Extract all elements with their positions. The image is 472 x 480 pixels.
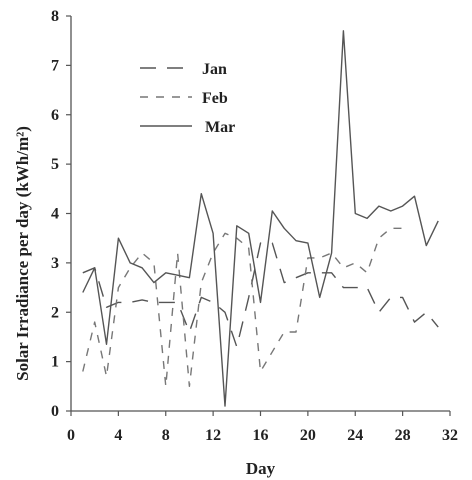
- y-tick-label: 3: [51, 255, 59, 272]
- x-axis-ticks: 0 4 8 12 16 20 24 28 32: [67, 411, 458, 444]
- y-tick-label: 0: [51, 403, 59, 420]
- legend-label-mar: Mar: [205, 119, 235, 136]
- y-axis-ticks: 0 1 2 3 4 5 6 7 8: [51, 8, 71, 420]
- series-line-feb: [82, 227, 403, 387]
- x-tick-label: 16: [253, 427, 269, 444]
- y-tick-label: 8: [51, 8, 59, 25]
- y-tick-label: 2: [51, 304, 59, 321]
- x-axis-label: Day: [246, 459, 276, 478]
- x-tick-label: 0: [67, 427, 75, 444]
- x-tick-label: 12: [205, 427, 221, 444]
- x-tick-label: 20: [300, 427, 316, 444]
- series-lines: [82, 30, 439, 407]
- y-axis-label: Solar Irradiance per day (kWh/m²): [13, 126, 32, 381]
- y-tick-label: 5: [51, 156, 59, 173]
- y-tick-label: 6: [51, 107, 59, 124]
- axes: [70, 16, 450, 412]
- x-tick-label: 4: [114, 427, 122, 444]
- y-tick-label: 7: [51, 57, 59, 74]
- x-tick-label: 24: [347, 427, 363, 444]
- legend-label-feb: Feb: [202, 90, 228, 107]
- legend-label-jan: Jan: [202, 61, 227, 78]
- x-tick-label: 28: [395, 427, 411, 444]
- y-tick-label: 1: [51, 354, 59, 371]
- series-line-mar: [82, 30, 439, 407]
- y-tick-label: 4: [51, 206, 59, 223]
- x-tick-label: 8: [162, 427, 170, 444]
- x-tick-label: 32: [442, 427, 458, 444]
- series-line-jan: [82, 242, 439, 348]
- legend: Jan Feb Mar: [140, 61, 235, 136]
